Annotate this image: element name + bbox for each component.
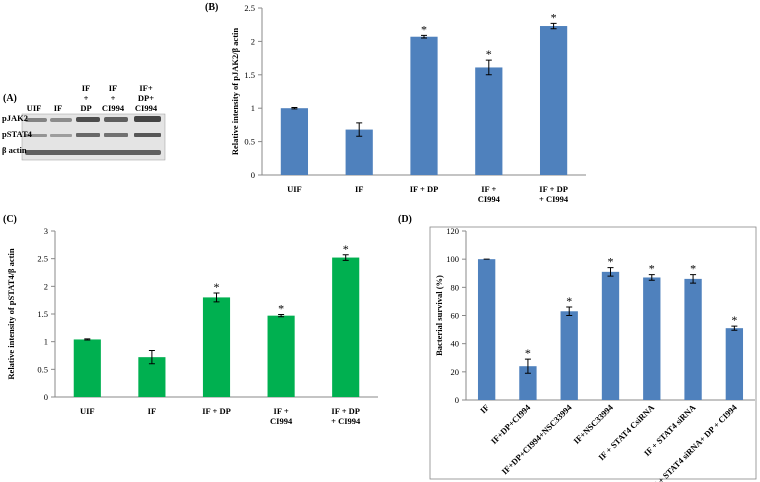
- x-tick-label: IF+DP+CI994: [489, 402, 533, 446]
- lane-label: UIF: [26, 103, 42, 113]
- significance-marker: *: [278, 302, 284, 316]
- significance-marker: *: [343, 242, 349, 256]
- error-bar: [566, 306, 573, 316]
- y-axis-label: Relative intensity of pSTAT4/β actin: [6, 248, 16, 379]
- x-tick-label: IF + DP: [202, 406, 231, 416]
- panel-label: (C): [3, 214, 17, 225]
- bar: [73, 339, 101, 397]
- significance-marker: *: [731, 313, 737, 327]
- x-tick-label: IF + DP + CI994: [331, 406, 361, 426]
- x-tick-label: IF: [354, 184, 364, 194]
- significance-marker: *: [486, 47, 492, 61]
- lane-label: IF: [53, 103, 63, 113]
- error-bar: [550, 22, 557, 30]
- bar: [539, 26, 568, 176]
- bar: [601, 271, 620, 400]
- bar: [477, 259, 496, 400]
- row-label: β actin: [2, 145, 27, 155]
- error-bar: [648, 274, 655, 281]
- error-bar: [213, 292, 220, 303]
- panel-label: (A): [3, 93, 17, 104]
- bar: [410, 36, 438, 175]
- y-tick-label: 20: [451, 367, 460, 377]
- x-tick-label: IF + CI994: [269, 406, 293, 426]
- panel-frame: [429, 226, 757, 480]
- lane-label: IF + CI994: [101, 83, 125, 113]
- x-tick-label: IF+DP+CI994+NSC33994: [500, 402, 575, 477]
- x-tick-label: IF + DP: [409, 184, 439, 194]
- x-tick-label: UIF: [79, 406, 95, 416]
- significance-marker: *: [690, 262, 696, 276]
- x-tick-label: IF + DP + CI994: [539, 184, 569, 204]
- y-tick-label: 120: [446, 226, 459, 236]
- x-tick-label: IF + CI994: [477, 184, 500, 204]
- y-tick-label: 2.5: [244, 3, 255, 13]
- y-tick-label: 40: [451, 339, 460, 349]
- bar: [267, 315, 295, 397]
- bar: [345, 129, 373, 175]
- significance-marker: *: [649, 262, 655, 276]
- y-tick-label: 0.5: [244, 137, 255, 147]
- bar: [560, 311, 578, 400]
- y-tick-label: 0: [44, 392, 48, 402]
- x-tick-label: IF: [147, 406, 157, 416]
- y-tick-label: 60: [451, 311, 460, 321]
- significance-marker: *: [551, 10, 557, 24]
- error-bar: [291, 107, 298, 110]
- error-bar: [356, 122, 363, 137]
- y-tick-label: 0: [251, 170, 255, 180]
- blot-bands: [25, 116, 161, 155]
- bar: [332, 257, 360, 397]
- lane-label: IF + DP: [80, 83, 92, 113]
- y-tick-label: 100: [446, 254, 459, 264]
- x-tick-label: IF: [478, 402, 491, 415]
- significance-marker: *: [566, 294, 572, 308]
- y-tick-label: 2.5: [37, 254, 48, 264]
- x-tick-label: UIF: [287, 184, 302, 194]
- error-bar: [607, 267, 614, 277]
- error-bar: [84, 338, 91, 341]
- error-bar: [524, 358, 531, 374]
- y-tick-label: 80: [451, 282, 460, 292]
- panel-label: (B): [205, 2, 218, 13]
- y-tick-label: 1.5: [244, 70, 255, 80]
- bar: [519, 366, 537, 400]
- y-tick-label: 2: [44, 281, 48, 291]
- y-axis-label: Bacterial survival (%): [434, 275, 444, 356]
- bar: [643, 277, 661, 400]
- bar: [202, 297, 231, 397]
- significance-marker: *: [214, 280, 220, 294]
- error-bar: [421, 34, 427, 39]
- bar: [684, 278, 702, 400]
- y-tick-label: 0.5: [37, 364, 48, 374]
- significance-marker: *: [608, 255, 614, 269]
- error-bar: [148, 350, 155, 365]
- error-bar: [690, 274, 697, 284]
- row-label: pSTAT4: [2, 129, 33, 139]
- error-bar: [278, 314, 285, 318]
- error-bar: [731, 325, 738, 331]
- bar: [725, 328, 744, 400]
- significance-marker: *: [525, 346, 531, 360]
- significance-marker: *: [421, 22, 427, 36]
- row-label: pJAK2: [2, 113, 28, 123]
- y-tick-label: 1: [44, 337, 48, 347]
- y-tick-label: 1.5: [37, 309, 48, 319]
- y-tick-label: 2: [251, 36, 255, 46]
- lane-label: IF+ DP+ CI994: [134, 83, 158, 113]
- y-tick-label: 3: [44, 226, 48, 236]
- bar: [280, 108, 309, 175]
- error-bar: [485, 59, 492, 76]
- y-axis-label: Relative intensity of pJAK2/β actin: [230, 28, 240, 156]
- x-tick-label: IF+NSC33994: [571, 402, 615, 446]
- y-tick-label: 1: [251, 103, 255, 113]
- y-tick-label: 0: [455, 395, 459, 405]
- panel-label: (D): [398, 214, 412, 225]
- error-bar: [342, 254, 349, 261]
- bar: [475, 67, 503, 175]
